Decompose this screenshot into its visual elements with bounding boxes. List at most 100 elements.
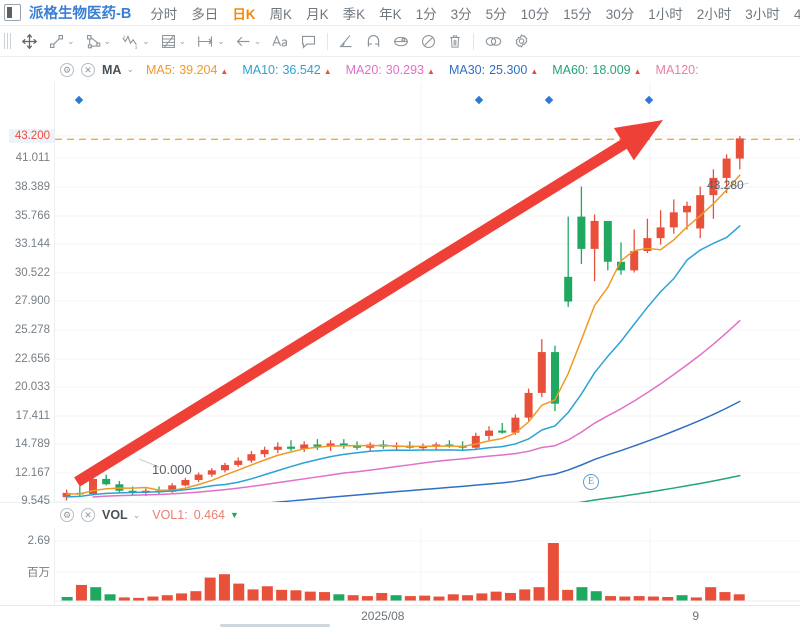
magnet-icon[interactable] bbox=[360, 29, 387, 53]
period-button-15[interactable]: 3小时 bbox=[745, 6, 780, 22]
measure-range-icon[interactable]: ⌄ bbox=[191, 29, 230, 53]
chevron-down-icon[interactable]: ⌄ bbox=[178, 35, 187, 46]
price-tick-7: 25.278 bbox=[14, 324, 50, 336]
support-level-annotation: 10.000 bbox=[152, 462, 192, 477]
price-tick-3: 35.766 bbox=[14, 210, 50, 222]
sync-drawings-icon[interactable] bbox=[479, 29, 508, 53]
ma-settings-gear-icon[interactable]: ⚙ bbox=[60, 62, 74, 77]
volume-bars-svg bbox=[55, 527, 800, 605]
price-tick-10: 17.411 bbox=[15, 410, 50, 422]
volume-axis-unit: 百万 bbox=[27, 567, 50, 579]
period-button-5[interactable]: 季K bbox=[342, 6, 366, 22]
period-button-16[interactable]: 4小时 bbox=[793, 6, 800, 22]
ma-legend-label: MA5: bbox=[146, 62, 176, 77]
polygon-shape-icon[interactable]: ⌄ bbox=[80, 29, 117, 53]
volume-plot-area[interactable] bbox=[55, 527, 800, 605]
ma-legend-item-4[interactable]: MA60: 18.009 ▲ bbox=[552, 63, 641, 77]
price-tick-13: 9.545 bbox=[21, 495, 50, 507]
toolbar-divider bbox=[327, 32, 329, 50]
ma-legend-item-3[interactable]: MA30: 25.300 ▲ bbox=[449, 63, 538, 77]
vol1-label: VOL1: bbox=[152, 508, 188, 522]
ma-legend-item-2[interactable]: MA20: 30.293 ▲ bbox=[346, 63, 435, 77]
price-tick-11: 14.789 bbox=[14, 438, 50, 450]
arrow-marker-icon[interactable]: ⌄ bbox=[230, 29, 267, 53]
price-plot-area[interactable]: E 43.280 10.000 bbox=[55, 82, 800, 514]
ma-close-icon[interactable]: ✕ bbox=[81, 62, 95, 77]
price-tick-1: 41.011 bbox=[15, 152, 50, 164]
toolbar-drag-handle[interactable] bbox=[4, 33, 13, 49]
ma-legend-label: MA20: bbox=[345, 62, 382, 77]
period-button-1[interactable]: 多日 bbox=[191, 6, 219, 22]
fibonacci-retracement-icon[interactable]: ⌄ bbox=[155, 29, 192, 53]
period-button-13[interactable]: 1小时 bbox=[648, 6, 683, 22]
ma-legend-label: MA120: bbox=[655, 62, 699, 77]
earnings-marker[interactable]: E bbox=[583, 474, 599, 490]
settings-gear-icon[interactable] bbox=[508, 29, 535, 53]
ma-legend-label: MA10: bbox=[242, 62, 279, 77]
period-button-11[interactable]: 15分 bbox=[563, 6, 592, 22]
date-axis[interactable]: 2025/08 9 bbox=[0, 605, 800, 627]
ma-indicator-name[interactable]: MA bbox=[102, 62, 122, 77]
ma-legend-item-5[interactable]: MA120: bbox=[656, 63, 703, 77]
period-button-2[interactable]: 日K bbox=[232, 6, 256, 22]
trend-line-icon[interactable]: ⌄ bbox=[43, 29, 80, 53]
top-period-bar: 派格生物医药-B 分时 多日 日K 周K 月K 季K 年K 1分 3分 5分 10分 15分 30分 1小… bbox=[0, 0, 800, 26]
price-tick-0: 43.200 bbox=[8, 129, 54, 143]
hide-drawings-icon[interactable] bbox=[415, 29, 442, 53]
ma-legend-arrow: ▲ bbox=[220, 66, 229, 76]
ma-chevron-down-icon[interactable]: ⌄ bbox=[126, 64, 134, 74]
ma-legend-arrow: ▲ bbox=[427, 66, 435, 76]
period-button-12[interactable]: 30分 bbox=[605, 6, 635, 22]
period-button-10[interactable]: 10分 bbox=[520, 6, 550, 22]
period-button-4[interactable]: 月K bbox=[306, 6, 329, 22]
period-button-0[interactable]: 分时 bbox=[150, 6, 178, 22]
price-axis[interactable]: 43.200 41.011 38.389 35.766 33.144 30.522 27.9… bbox=[0, 82, 55, 507]
ma-legend-arrow: ▲ bbox=[633, 66, 642, 76]
angle-tool-icon[interactable] bbox=[333, 29, 360, 53]
period-button-14[interactable]: 2小时 bbox=[696, 6, 732, 22]
ma-legend-item-1[interactable]: MA10: 36.542 ▲ bbox=[242, 63, 331, 77]
ma-legend-value: 30.293 bbox=[385, 62, 425, 77]
vol1-value: 0.464 bbox=[193, 508, 225, 522]
ma-legend-value: 36.542 bbox=[282, 62, 321, 77]
ma-legend-item-0[interactable]: MA5: 39.204 ▲ bbox=[146, 63, 228, 77]
period-button-8[interactable]: 3分 bbox=[450, 6, 472, 22]
ma-legend-arrow: ▲ bbox=[530, 66, 539, 76]
toolbar-divider bbox=[473, 32, 475, 50]
ma-legend-value: 39.204 bbox=[179, 62, 218, 77]
lock-drawings-icon[interactable] bbox=[387, 29, 415, 53]
vol-close-icon[interactable]: ✕ bbox=[81, 508, 95, 522]
vol-chevron-down-icon[interactable]: ⌄ bbox=[132, 509, 141, 520]
price-tick-8: 22.656 bbox=[14, 353, 50, 365]
panel-layout-icon[interactable] bbox=[4, 4, 21, 21]
chevron-down-icon[interactable]: ⌄ bbox=[217, 35, 225, 46]
candlestick-svg bbox=[55, 82, 800, 514]
text-annotation-icon[interactable] bbox=[266, 29, 295, 53]
comment-bubble-icon[interactable] bbox=[295, 29, 322, 53]
price-tick-4: 33.144 bbox=[14, 238, 50, 250]
price-chart[interactable]: 43.200 41.011 38.389 35.766 33.144 30.522 27.9… bbox=[0, 82, 800, 514]
volume-axis: 2.69 百万 bbox=[0, 527, 55, 605]
last-price-annotation: 43.280 bbox=[707, 178, 744, 192]
chevron-down-icon[interactable]: ⌄ bbox=[103, 35, 112, 46]
period-button-6[interactable]: 年K bbox=[379, 6, 402, 22]
ma-legend-label: MA60: bbox=[552, 62, 589, 77]
volume-chart[interactable]: 2.69 百万 bbox=[0, 527, 800, 605]
vol-indicator-name[interactable]: VOL bbox=[102, 508, 128, 522]
crosshair-move-icon[interactable] bbox=[16, 29, 43, 53]
volume-axis-max: 2.69 bbox=[27, 535, 50, 547]
chevron-down-icon[interactable]: ⌄ bbox=[67, 35, 75, 46]
trend-arrow-overlay[interactable] bbox=[74, 120, 663, 487]
svg-text:1: 1 bbox=[123, 34, 126, 39]
elliott-wave-icon[interactable]: 1 3 ⌄ bbox=[116, 29, 155, 53]
price-tick-5: 30.522 bbox=[14, 267, 50, 279]
symbol-name[interactable]: 派格生物医药-B bbox=[29, 6, 132, 22]
period-button-9[interactable]: 5分 bbox=[485, 6, 507, 22]
period-button-3[interactable]: 周K bbox=[269, 6, 293, 22]
period-button-7[interactable]: 1分 bbox=[415, 6, 437, 22]
chevron-down-icon[interactable]: ⌄ bbox=[142, 35, 150, 46]
trash-icon[interactable] bbox=[442, 29, 468, 53]
drawing-toolbar: ⌄ ⌄ 1 3 ⌄ ⌄ ⌄ ⌄ bbox=[0, 26, 800, 57]
vol-settings-gear-icon[interactable]: ⚙ bbox=[60, 508, 74, 522]
chevron-down-icon[interactable]: ⌄ bbox=[253, 35, 262, 46]
